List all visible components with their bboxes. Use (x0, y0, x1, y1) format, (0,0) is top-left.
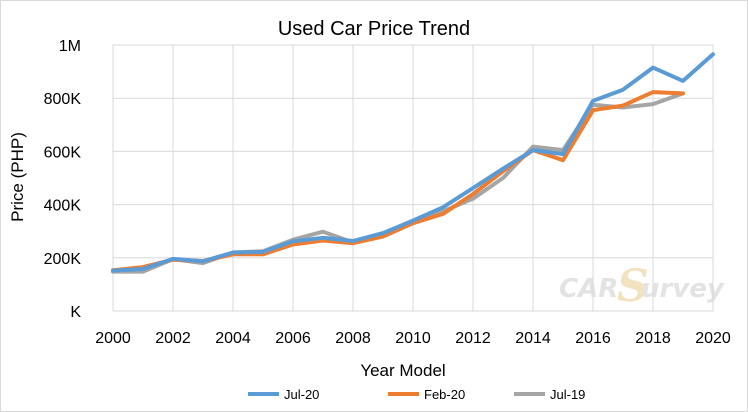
ticks-layer: 2000 2002 2004 2006 2008 2010 2012 2014 2016 2018… (44, 38, 731, 347)
watermark-text-urvey: urvey (641, 274, 725, 304)
x-axis-label: Year Model (360, 361, 445, 380)
x-tick-label: 2020 (695, 330, 731, 347)
legend-item-jul-20: Jul-20 (248, 387, 319, 402)
series-line-jul-20 (111, 52, 715, 273)
y-tick-label: 1M (59, 38, 81, 55)
legend-item-feb-20: Feb-20 (388, 387, 465, 402)
legend-label: Jul-19 (550, 387, 585, 402)
legend-label: Jul-20 (284, 387, 319, 402)
series-line-feb-20 (111, 90, 685, 273)
y-tick-label: 800K (44, 91, 82, 108)
watermark-text-car: CAR (559, 274, 618, 304)
y-tick-label: 400K (44, 198, 82, 215)
watermark-text-s: S (617, 261, 649, 312)
grid (112, 44, 714, 312)
legend-label: Feb-20 (424, 387, 465, 402)
series-layer (111, 52, 715, 274)
x-tick-label: 2002 (155, 330, 191, 347)
x-tick-label: 2012 (455, 330, 491, 347)
x-tick-label: 2008 (335, 330, 371, 347)
x-tick-label: 2018 (635, 330, 671, 347)
y-axis-label: Price (PHP) (8, 132, 27, 222)
x-tick-label: 2010 (395, 330, 431, 347)
watermark-logo: CAR S urvey (559, 261, 725, 312)
legend: Jul-20 Feb-20 Jul-19 (248, 387, 585, 402)
x-tick-label: 2014 (515, 330, 551, 347)
y-tick-label: 600K (44, 144, 82, 161)
x-tick-label: 2016 (575, 330, 611, 347)
chart-title: Used Car Price Trend (278, 18, 470, 40)
y-tick-label: 200K (44, 251, 82, 268)
series-line-jul-19 (111, 91, 685, 274)
x-tick-label: 2000 (95, 330, 131, 347)
x-tick-label: 2006 (275, 330, 311, 347)
y-tick-label: K (70, 304, 81, 321)
x-tick-label: 2004 (215, 330, 251, 347)
legend-item-jul-19: Jul-19 (514, 387, 585, 402)
